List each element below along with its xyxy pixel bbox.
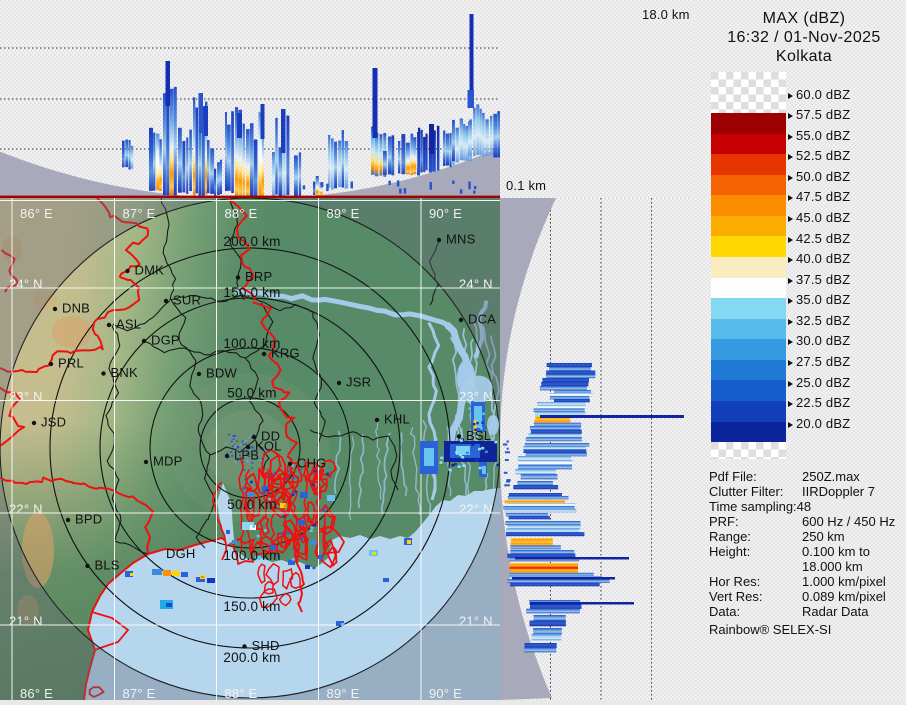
svg-text:KRG: KRG <box>271 346 300 361</box>
svg-text:LPB: LPB <box>234 448 259 463</box>
svg-text:89° E: 89° E <box>327 206 360 221</box>
svg-text:DGH: DGH <box>166 546 196 561</box>
svg-text:87° E: 87° E <box>123 206 156 221</box>
svg-text:KOL: KOL <box>255 439 282 454</box>
svg-text:22° N: 22° N <box>9 502 43 517</box>
svg-text:BSL: BSL <box>466 428 491 443</box>
svg-text:DD: DD <box>261 429 280 444</box>
svg-text:90° E: 90° E <box>429 686 462 700</box>
svg-text:22° N: 22° N <box>459 502 493 517</box>
svg-text:DGP: DGP <box>151 333 180 348</box>
svg-text:DMK: DMK <box>135 263 165 278</box>
svg-text:150.0 km: 150.0 km <box>223 599 280 614</box>
svg-text:21° N: 21° N <box>459 614 493 629</box>
svg-text:JSD: JSD <box>41 415 66 430</box>
svg-text:DNB: DNB <box>62 301 90 316</box>
svg-text:200.0 km: 200.0 km <box>223 234 280 249</box>
svg-text:90° E: 90° E <box>429 206 462 221</box>
svg-text:BPD: BPD <box>75 512 102 527</box>
svg-text:50.0 km: 50.0 km <box>227 497 276 512</box>
svg-text:86° E: 86° E <box>20 206 53 221</box>
svg-text:88° E: 88° E <box>225 206 258 221</box>
svg-text:200.0 km: 200.0 km <box>223 650 280 665</box>
svg-text:MNS: MNS <box>446 232 476 247</box>
svg-text:150.0 km: 150.0 km <box>223 285 280 300</box>
svg-text:CHG: CHG <box>297 456 327 471</box>
svg-text:SHD: SHD <box>252 638 280 653</box>
svg-text:23° N: 23° N <box>9 389 43 404</box>
svg-text:JSR: JSR <box>346 375 371 390</box>
svg-text:BNK: BNK <box>111 365 138 380</box>
svg-text:89° E: 89° E <box>327 686 360 700</box>
svg-text:BRP: BRP <box>245 269 272 284</box>
svg-text:KHL: KHL <box>384 412 410 427</box>
svg-text:50.0 km: 50.0 km <box>227 386 276 401</box>
svg-text:87° E: 87° E <box>123 686 156 700</box>
svg-text:BLS: BLS <box>95 558 120 573</box>
svg-text:MDP: MDP <box>153 454 183 469</box>
svg-text:BDW: BDW <box>206 366 237 381</box>
svg-text:23° N: 23° N <box>459 389 493 404</box>
svg-text:88° E: 88° E <box>225 686 258 700</box>
svg-text:ASL: ASL <box>116 317 141 332</box>
svg-text:DCA: DCA <box>468 312 496 327</box>
svg-text:24° N: 24° N <box>9 277 43 292</box>
svg-text:100.0 km: 100.0 km <box>223 548 280 563</box>
svg-text:24° N: 24° N <box>459 277 493 292</box>
svg-text:100.0 km: 100.0 km <box>223 336 280 351</box>
svg-text:SUR: SUR <box>173 293 201 308</box>
svg-text:86° E: 86° E <box>20 686 53 700</box>
svg-text:21° N: 21° N <box>9 614 43 629</box>
svg-text:PRL: PRL <box>58 356 84 371</box>
